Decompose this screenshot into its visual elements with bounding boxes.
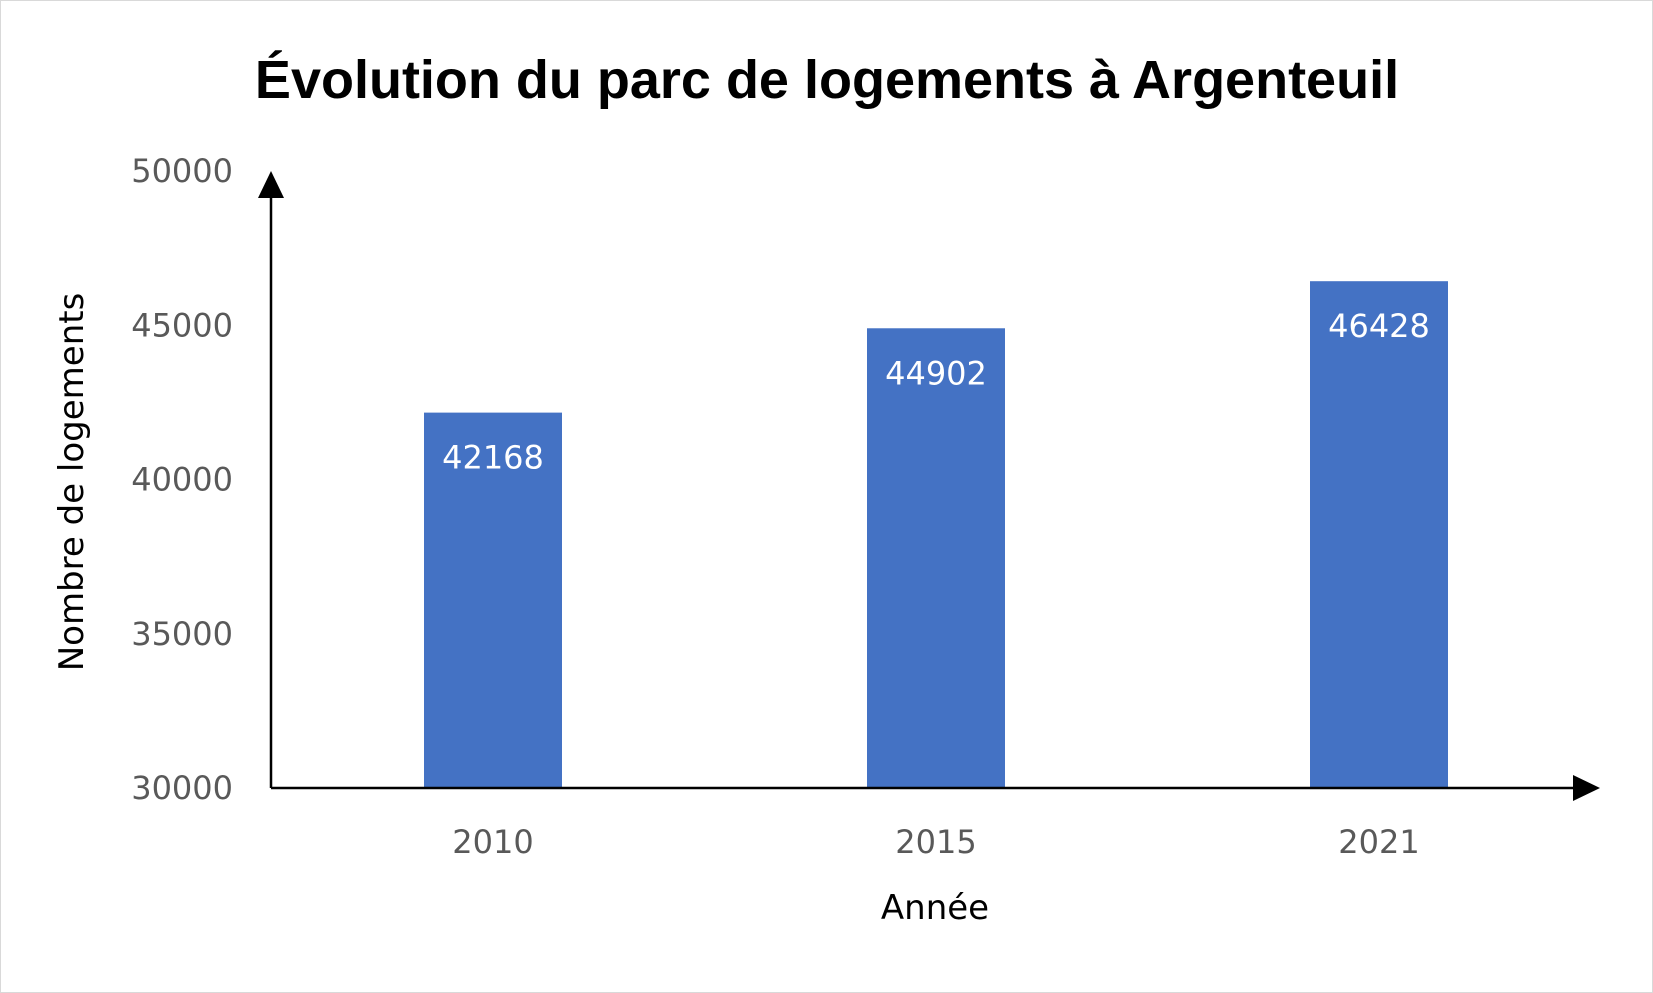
x-axis-ticks: 2010 2015 2021 [452, 823, 1419, 861]
bar-value-label: 46428 [1328, 307, 1430, 345]
x-tick-label: 2021 [1338, 823, 1419, 861]
y-tick-label: 45000 [131, 306, 233, 344]
x-tick-label: 2015 [895, 823, 976, 861]
x-axis-arrow [1573, 775, 1600, 801]
y-tick-label: 35000 [131, 615, 233, 653]
bar [867, 328, 1005, 788]
y-tick-label: 40000 [131, 461, 233, 499]
y-axis-ticks: 30000 35000 40000 45000 50000 [131, 152, 233, 807]
bars: 42168 44902 46428 [424, 281, 1448, 788]
bar [424, 412, 562, 788]
bar-value-label: 44902 [885, 354, 987, 392]
x-tick-label: 2010 [452, 823, 533, 861]
y-axis-arrow [258, 171, 284, 198]
bar-value-label: 42168 [442, 439, 544, 477]
y-axis-title: Nombre de logements [52, 293, 92, 672]
bar [1310, 281, 1448, 788]
y-tick-label: 30000 [131, 769, 233, 807]
x-axis-title: Année [881, 888, 989, 928]
chart-title: Évolution du parc de logements à Argente… [255, 50, 1399, 110]
y-tick-label: 50000 [131, 152, 233, 190]
